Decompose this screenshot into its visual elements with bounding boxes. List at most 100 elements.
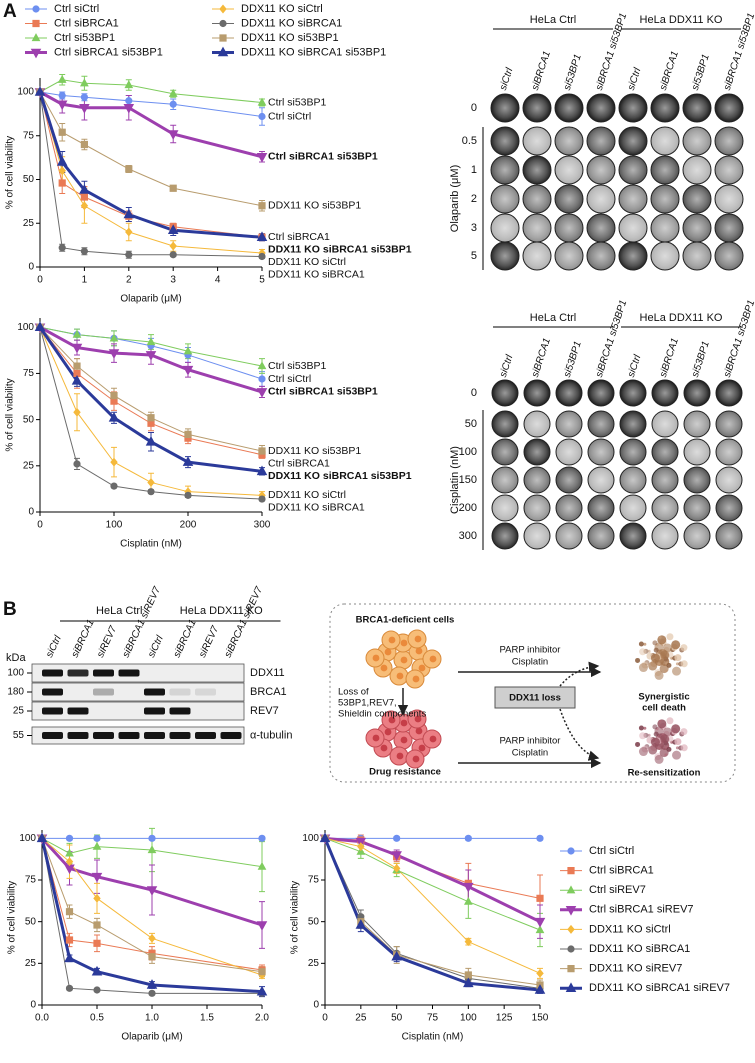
size-label: 55 bbox=[13, 730, 25, 741]
culture-dish bbox=[651, 379, 679, 407]
y-tick-label: 50 bbox=[23, 414, 35, 425]
marker bbox=[536, 894, 544, 902]
series-line bbox=[39, 91, 263, 117]
culture-dish bbox=[650, 184, 680, 214]
x-tick-label: 3 bbox=[170, 275, 176, 286]
series-end-label: Ctrl siBRCA1 si53BP1 bbox=[268, 151, 378, 163]
legend-label: Ctrl si53BP1 bbox=[54, 32, 115, 44]
cell-debris bbox=[666, 662, 672, 668]
marker bbox=[536, 968, 544, 978]
x-tick-label: 100 bbox=[106, 520, 123, 531]
cell-debris bbox=[654, 754, 664, 764]
cell-debris bbox=[643, 726, 647, 730]
culture-dish bbox=[555, 438, 583, 466]
x-tick-label: 5 bbox=[259, 275, 265, 286]
row-label: 200 bbox=[459, 502, 477, 514]
cell-nucleus bbox=[418, 744, 426, 752]
legend-marker bbox=[567, 847, 575, 855]
culture-dish bbox=[522, 241, 552, 271]
marker bbox=[123, 103, 135, 114]
marker bbox=[57, 74, 67, 83]
y-tick-label: 25 bbox=[308, 958, 320, 969]
cell-debris bbox=[653, 647, 659, 653]
x-tick-label: 2 bbox=[126, 275, 132, 286]
cell-debris bbox=[635, 741, 641, 747]
culture-dish bbox=[555, 522, 583, 550]
blot-band bbox=[118, 669, 140, 677]
cell-debris bbox=[672, 666, 682, 676]
unit-label: kDa bbox=[6, 652, 26, 664]
culture-dish bbox=[523, 438, 551, 466]
cell-nucleus bbox=[396, 752, 404, 760]
series-line bbox=[39, 326, 263, 456]
blot-band bbox=[93, 732, 114, 739]
marker bbox=[355, 919, 367, 929]
marker bbox=[71, 374, 83, 385]
legend-label: Ctrl siBRCA1 si53BP1 bbox=[54, 46, 163, 58]
cell-debris bbox=[666, 633, 674, 641]
cell-debris bbox=[663, 643, 673, 653]
culture-dish bbox=[619, 522, 647, 550]
marker bbox=[80, 140, 88, 149]
culture-dish bbox=[555, 494, 583, 522]
blot-band bbox=[93, 669, 114, 677]
group-header: HeLa Ctrl bbox=[530, 312, 576, 324]
cell-nucleus bbox=[380, 664, 388, 672]
marker bbox=[463, 977, 474, 988]
marker bbox=[148, 834, 156, 842]
legend-marker bbox=[32, 5, 40, 13]
culture-dish bbox=[554, 126, 584, 156]
culture-dish bbox=[555, 379, 583, 407]
culture-dish bbox=[715, 466, 743, 494]
column-label: siCtrl bbox=[498, 353, 516, 379]
marker bbox=[58, 244, 66, 252]
marker bbox=[258, 447, 266, 455]
marker bbox=[536, 834, 544, 842]
marker bbox=[145, 351, 157, 361]
legend-label: DDX11 KO siBRCA1 bbox=[241, 17, 342, 29]
column-label: siCtrl bbox=[498, 66, 516, 92]
marker bbox=[93, 893, 101, 903]
culture-dish bbox=[554, 213, 584, 243]
series-end-label: Ctrl siBRCA1 bbox=[268, 457, 330, 469]
series-end-label: DDX11 KO siCtrl bbox=[268, 489, 346, 501]
culture-dish bbox=[714, 241, 744, 271]
cell-nucleus bbox=[384, 728, 392, 736]
marker bbox=[463, 882, 474, 893]
culture-dish bbox=[682, 93, 712, 123]
legend-marker bbox=[566, 885, 576, 894]
marker bbox=[182, 456, 194, 466]
y-tick-label: 75 bbox=[23, 130, 35, 141]
marker bbox=[65, 848, 74, 857]
legend-marker bbox=[567, 867, 575, 875]
marker bbox=[168, 88, 178, 97]
culture-dish bbox=[490, 93, 520, 123]
cell-debris bbox=[648, 661, 658, 671]
marker bbox=[73, 369, 81, 378]
marker bbox=[146, 337, 156, 346]
marker bbox=[534, 984, 546, 994]
x-tick-label: 200 bbox=[180, 520, 197, 531]
y-tick-label: 100 bbox=[302, 833, 319, 844]
marker bbox=[169, 241, 177, 251]
cell-nucleus bbox=[412, 675, 420, 683]
series-end-label: Ctrl siCtrl bbox=[268, 110, 311, 122]
protein-label: α-tubulin bbox=[250, 729, 292, 741]
cell-debris bbox=[671, 640, 681, 650]
culture-dish bbox=[618, 93, 648, 123]
marker bbox=[184, 430, 192, 438]
panel-label: B bbox=[3, 599, 17, 620]
cell-debris bbox=[638, 663, 648, 673]
marker bbox=[109, 333, 119, 342]
blot-band bbox=[42, 688, 63, 696]
group-header: HeLa DDX11 KO bbox=[640, 312, 723, 324]
marker bbox=[147, 477, 155, 487]
culture-dish bbox=[587, 466, 615, 494]
culture-dish bbox=[618, 213, 648, 243]
series-line bbox=[39, 91, 263, 207]
marker bbox=[256, 921, 268, 931]
culture-dish bbox=[650, 213, 680, 243]
series-end-label: DDX11 KO siBRCA1 bbox=[268, 502, 365, 514]
series-end-label: Ctrl si53BP1 bbox=[268, 360, 327, 372]
series-line bbox=[38, 91, 263, 239]
